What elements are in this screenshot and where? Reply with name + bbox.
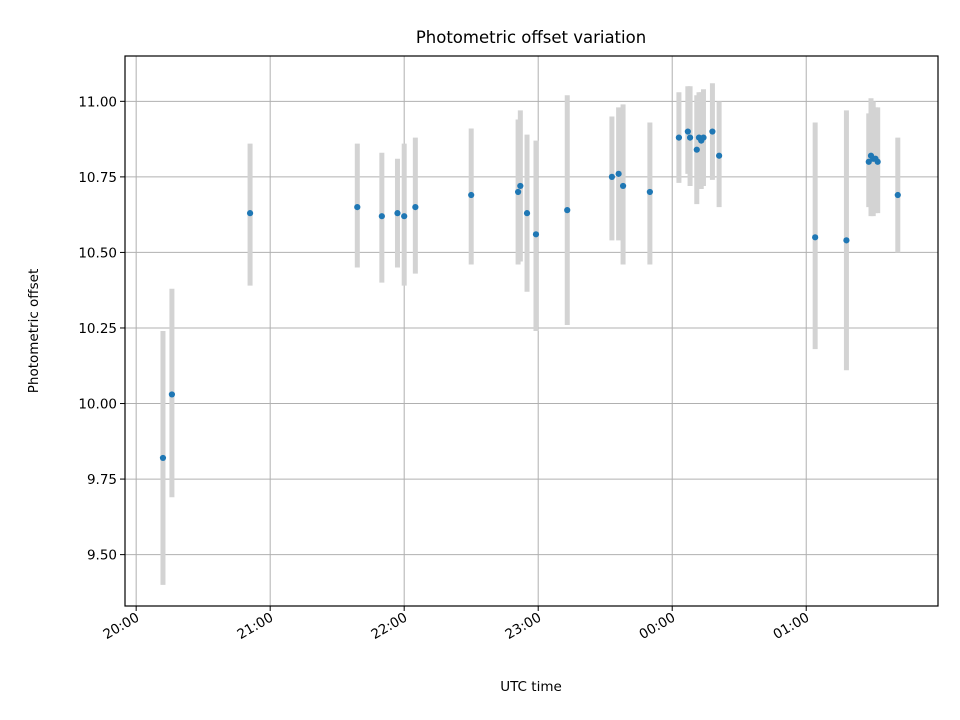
data-point [865, 158, 872, 165]
data-point [684, 128, 691, 135]
data-point [709, 128, 716, 135]
y-tick-label: 10.25 [78, 321, 117, 337]
point-layer [159, 128, 901, 462]
data-point [532, 231, 540, 238]
data-point [159, 454, 167, 462]
data-point [608, 173, 616, 180]
data-point [619, 182, 627, 190]
data-point [812, 234, 819, 241]
data-point [686, 134, 694, 141]
plot-frame [124, 55, 939, 607]
data-point [354, 203, 361, 211]
y-tick-label: 10.75 [78, 170, 117, 186]
y-tick-label: 9.75 [87, 472, 117, 488]
y-tick-label: 11.00 [78, 94, 117, 110]
data-point [246, 210, 254, 217]
data-point [693, 146, 700, 153]
grid-layer [125, 56, 938, 606]
data-point [468, 191, 475, 199]
y-tick-label: 10.50 [78, 245, 117, 261]
data-point [700, 134, 707, 141]
data-point [564, 207, 571, 214]
data-point [523, 210, 531, 217]
data-point [894, 191, 901, 199]
plot-area [125, 56, 938, 606]
data-point [168, 391, 176, 398]
chart-title: Photometric offset variation [416, 28, 646, 47]
data-point [412, 203, 419, 211]
data-point [843, 237, 850, 244]
data-point [401, 213, 408, 220]
data-point [378, 213, 385, 220]
y-tick-label: 10.00 [78, 397, 117, 413]
y-axis-label: Photometric offset [26, 269, 42, 393]
data-point [394, 210, 401, 217]
data-point [716, 152, 723, 159]
data-point [646, 188, 653, 196]
data-point [615, 170, 622, 177]
y-tick-label: 9.50 [87, 548, 117, 564]
data-point [675, 134, 683, 141]
x-axis-label: UTC time [500, 679, 562, 695]
data-point [517, 182, 524, 190]
data-point [514, 188, 522, 196]
data-point [874, 158, 881, 165]
